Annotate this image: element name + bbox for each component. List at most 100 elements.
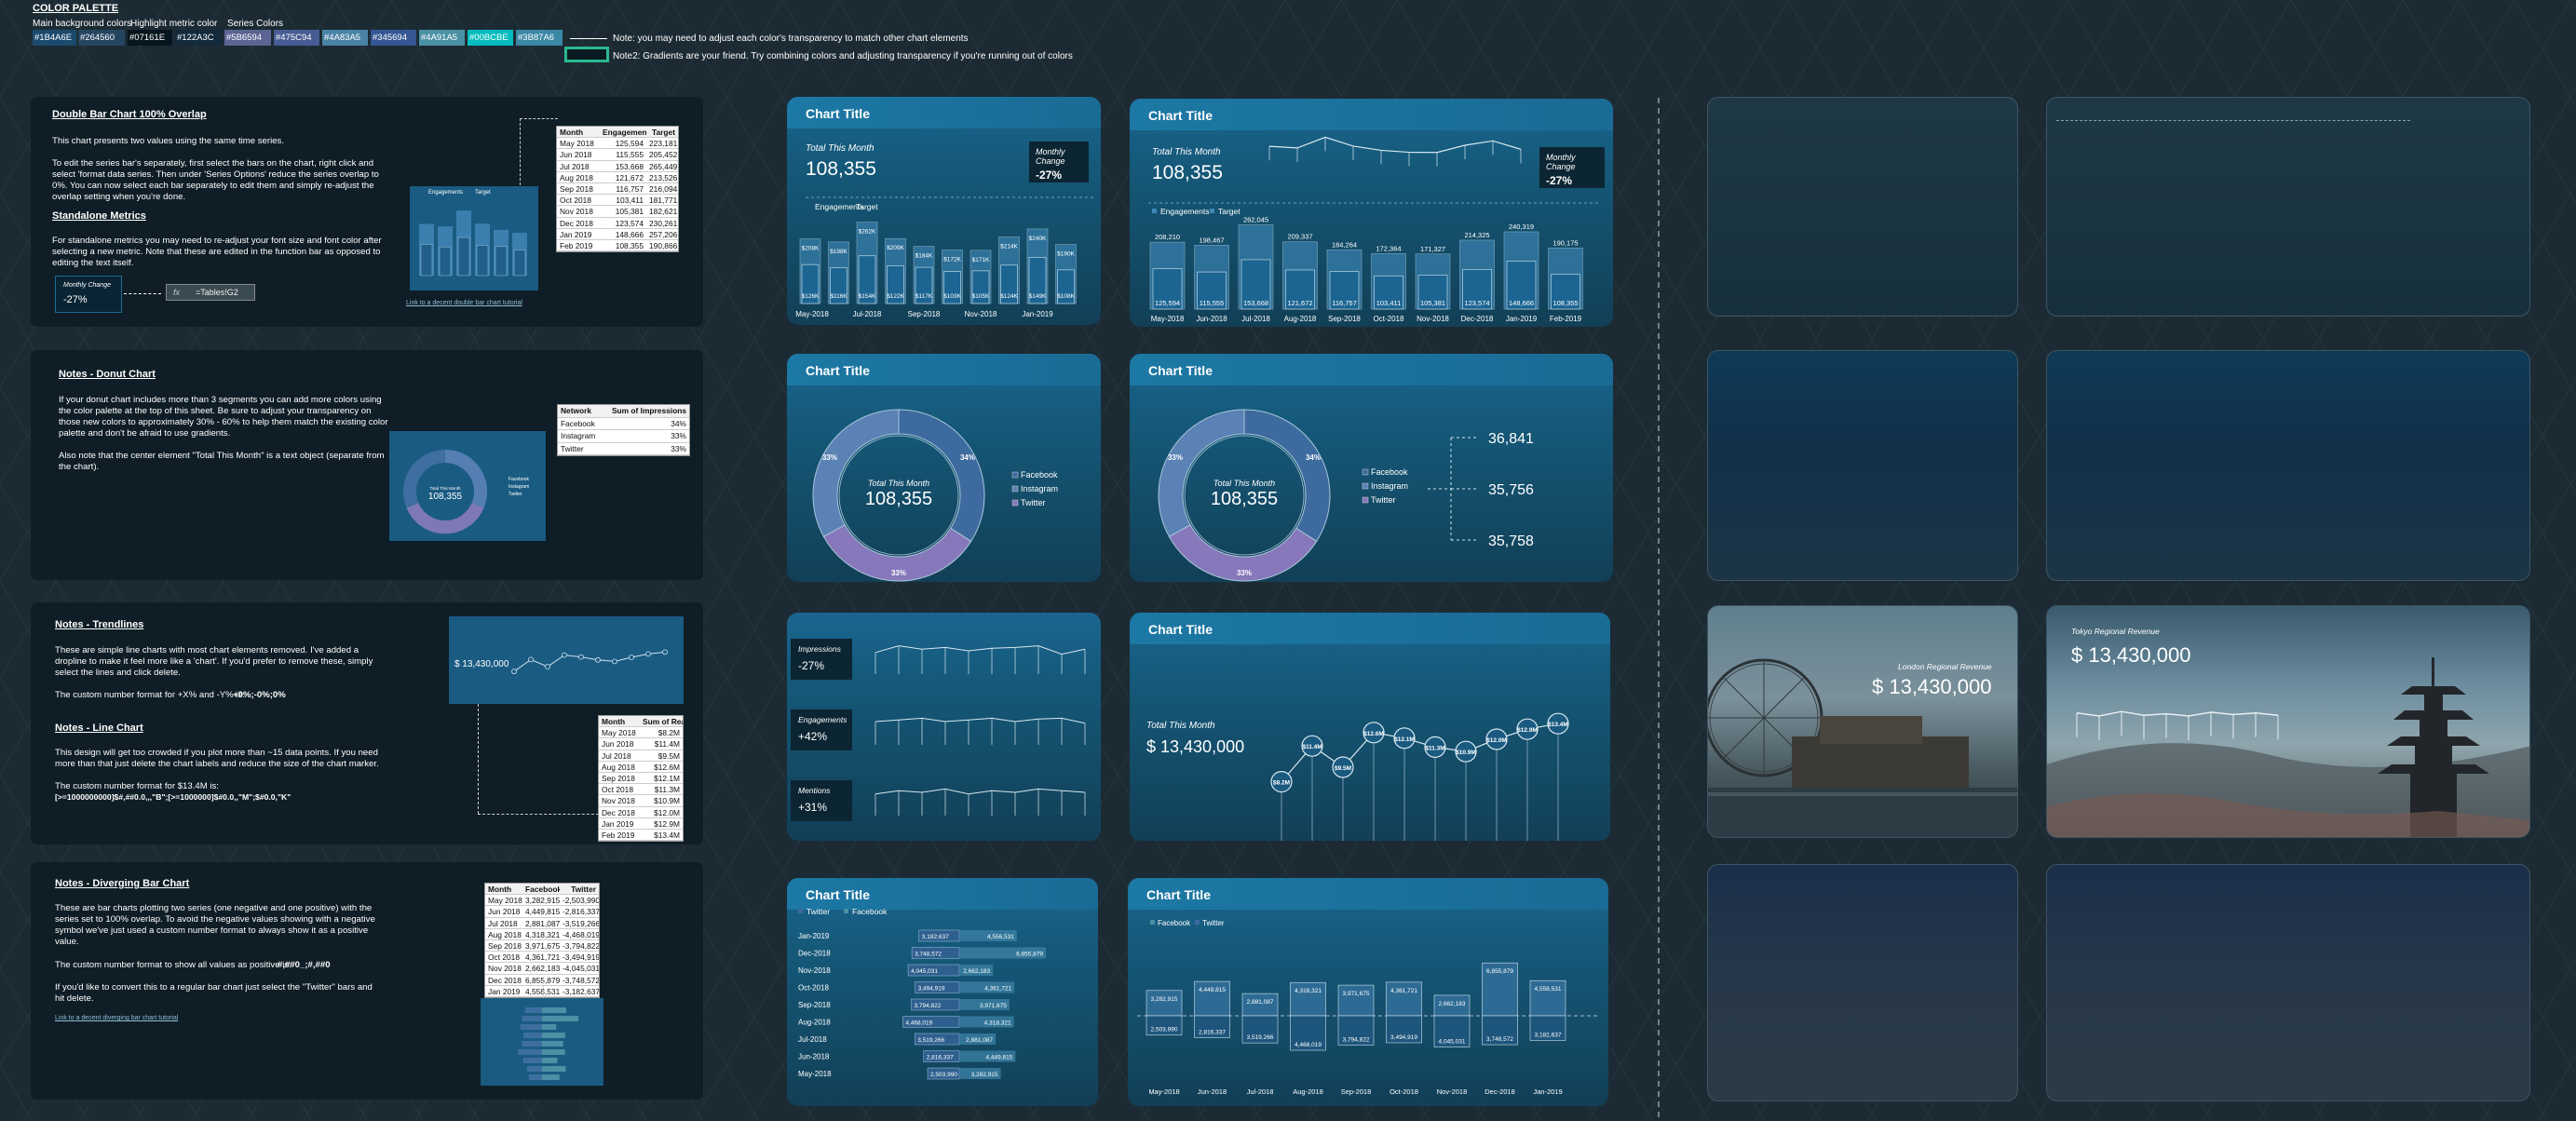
table-cell[interactable]: 108,355 [615,240,644,250]
table-cell[interactable]: 205,452 [649,150,678,160]
table-cell[interactable]: 190,866 [649,240,678,250]
color-swatch[interactable]: #345694 [371,30,416,46]
table-cell[interactable]: $12.1M [654,773,680,783]
table-cell[interactable]: -3,494,919 [563,952,599,963]
table-cell[interactable]: May 2018 [488,896,522,906]
table-cell[interactable]: Nov 2018 [560,207,593,217]
table-cell[interactable]: -3,182,637 [563,986,599,996]
table-cell[interactable]: $11.4M [654,739,680,750]
table-cell[interactable]: $9.5M [658,750,680,761]
table-cell[interactable]: 230,261 [649,218,678,228]
reach-table[interactable]: Month Sum of Reach May 2018 $8.2M Jun 2018 $1… [598,715,684,843]
table-cell[interactable]: Jul 2018 [602,750,631,761]
table-cell[interactable]: 257,206 [649,229,678,239]
table-cell[interactable]: Sep 2018 [560,183,593,194]
table-cell[interactable]: Jun 2018 [602,739,634,750]
table-cell[interactable]: $11.3M [654,785,680,795]
table-cell[interactable]: Aug 2018 [560,172,593,182]
table-cell[interactable]: Dec 2018 [602,807,635,817]
template-background-4[interactable] [2046,350,2530,581]
table-cell[interactable]: 3,282,915 [525,896,560,906]
table-cell[interactable]: 4,449,815 [525,907,560,917]
table-cell[interactable]: 2,662,183 [525,964,560,974]
london-image-card[interactable]: London Regional Revenue $ 13,430,000 [1707,605,2018,838]
chart-card-trendlines[interactable]: Impressions -27% Engagements +42% Mentions +3… [787,613,1101,841]
table-cell[interactable]: -3,519,266 [563,918,599,928]
table-cell[interactable]: 4,318,321 [525,929,560,939]
engagements-table[interactable]: Month Engagements Target May 2018 125,594 223… [556,126,679,253]
template-background-3[interactable] [1707,350,2018,581]
table-cell[interactable]: Month [488,885,512,894]
tokyo-image-card[interactable]: Tokyo Regional Revenue $ 13,430,000 [2046,605,2530,838]
table-cell[interactable]: Oct 2018 [488,952,520,963]
table-cell[interactable]: Aug 2018 [488,929,522,939]
chart-card-diverging-vertical[interactable]: Chart Title Facebook Twitter 3,282,915 2,50… [1128,878,1608,1106]
chart-card-diverging-horizontal[interactable]: Chart Title Twitter Facebook Jan-2019 3,182… [787,878,1098,1106]
color-swatch[interactable]: #4A83A5 [322,30,368,46]
color-swatch[interactable]: #1B4A6E [33,30,76,46]
table-cell[interactable]: Jun 2018 [560,150,592,160]
table-cell[interactable]: -4,045,031 [563,964,599,974]
diverging-tutorial-link[interactable]: Link to a decent diverging bar chart tut… [55,1015,179,1021]
table-cell[interactable]: Dec 2018 [560,218,593,228]
table-cell[interactable]: 4,361,721 [525,952,560,963]
template-background-8[interactable] [2046,864,2530,1101]
formula-bar[interactable]: fx =Tables!G2 [166,284,255,301]
table-cell[interactable]: 115,555 [616,150,644,160]
table-cell[interactable]: Nov 2018 [488,964,522,974]
table-cell[interactable]: 182,621 [649,207,678,217]
table-cell[interactable]: Oct 2018 [560,196,591,206]
table-cell[interactable]: Facebook [525,885,560,894]
table-cell[interactable]: Sep 2018 [602,773,635,783]
table-cell[interactable]: 148,666 [615,229,644,239]
table-cell[interactable]: Twitter [571,885,596,894]
table-cell[interactable]: Jan 2019 [602,818,634,829]
table-cell[interactable]: 213,526 [649,172,678,182]
color-swatch[interactable]: #00BCBE [468,30,513,46]
table-cell[interactable]: -2,816,337 [563,907,599,917]
table-cell[interactable]: Sep 2018 [488,940,522,951]
table-cell[interactable]: Dec 2018 [488,975,522,985]
chart-card-line[interactable]: Chart Title Total This Month $ 13,430,00… [1130,613,1610,841]
table-cell[interactable]: Network [561,406,592,415]
template-background-1[interactable] [1707,97,2018,317]
table-cell[interactable]: 2,881,087 [525,918,560,928]
double-bar-tutorial-link[interactable]: Link to a decent double bar chart tutori… [406,300,522,306]
impressions-table[interactable]: Network Sum of Impressions Facebook 34% Inst… [557,404,690,456]
color-swatch[interactable]: #4A91A5 [419,30,465,46]
table-cell[interactable]: 34% [671,418,686,428]
table-cell[interactable]: 33% [671,431,686,440]
table-cell[interactable]: Aug 2018 [602,762,635,772]
table-cell[interactable]: Jan 2019 [560,229,592,239]
table-cell[interactable]: $8.2M [658,728,680,738]
table-cell[interactable]: Sum of Reach [643,717,683,726]
table-cell[interactable]: 216,094 [649,183,678,194]
color-swatch[interactable]: #264560 [78,30,125,46]
chart-card-double-bar-large[interactable]: Chart Title Total This Month 108,355 Mon… [1130,99,1613,327]
table-cell[interactable]: 123,574 [615,218,644,228]
color-swatch[interactable]: #122A3C [175,30,222,46]
table-cell[interactable]: $13.4M [654,830,680,840]
color-swatch[interactable]: #3B87A6 [516,30,563,46]
table-cell[interactable]: Engagements [603,128,646,137]
table-cell[interactable]: 125,594 [615,139,644,149]
table-cell[interactable]: 6,855,879 [525,975,560,985]
table-cell[interactable]: -2,503,990 [563,896,599,906]
template-background-7[interactable] [1707,864,2018,1101]
table-cell[interactable]: Jul 2018 [488,918,518,928]
table-cell[interactable]: 265,449 [649,161,678,171]
template-background-2[interactable] [2046,97,2530,317]
chart-card-donut-small[interactable]: Chart Title Total This Month 108,355 34% 33… [787,354,1101,582]
table-cell[interactable]: 223,181 [649,139,678,149]
chart-card-donut-large[interactable]: Chart Title Total This Month 108,355 34% 33… [1130,354,1613,582]
chart-card-double-bar-small[interactable]: Chart Title Total This Month 108,355 Mon… [787,97,1101,325]
table-cell[interactable]: Instagram [561,431,596,440]
table-cell[interactable]: -3,748,572 [563,975,599,985]
table-cell[interactable]: Facebook [561,418,595,428]
table-cell[interactable]: -4,468,019 [563,929,599,939]
table-cell[interactable]: 181,771 [649,196,678,206]
color-swatch[interactable]: #475C94 [274,30,319,46]
color-swatch[interactable]: #07161E [128,30,172,46]
table-cell[interactable]: Feb 2019 [560,240,593,250]
color-swatch[interactable]: #5B6594 [224,30,271,46]
